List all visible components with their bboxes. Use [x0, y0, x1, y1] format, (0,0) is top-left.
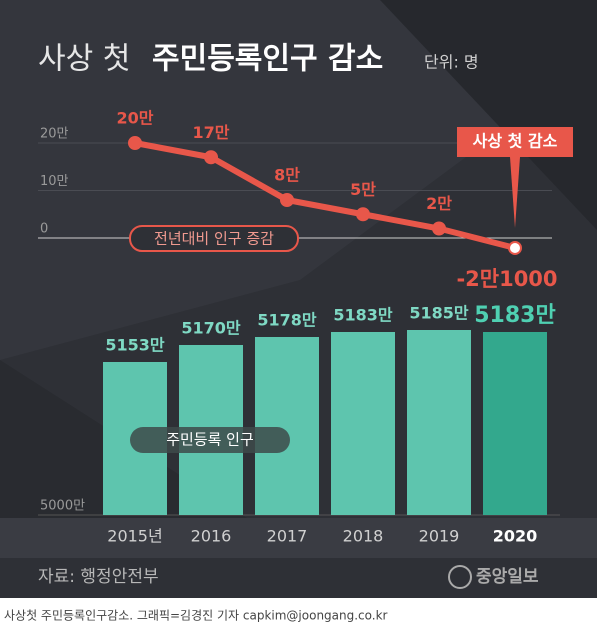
x-tick-label: 2020 [493, 527, 538, 546]
x-tick-label: 2018 [343, 527, 384, 546]
x-tick-label: 2019 [419, 527, 460, 546]
value-label: 5153만 [105, 336, 165, 355]
title-bold: 주민등록인구 감소 [152, 42, 383, 77]
value-label: 2만 [426, 194, 452, 213]
annotation: 사상 첫 감소 [473, 132, 558, 151]
value-label: 20만 [117, 109, 154, 128]
x-tick-label: 2015년 [107, 527, 162, 546]
y-tick-label: 0 [40, 222, 48, 237]
value-label: 5185만 [409, 304, 469, 323]
bar [483, 332, 547, 515]
bg-shape [380, 0, 597, 230]
y-tick-label: 20만 [40, 127, 69, 142]
point [128, 136, 142, 150]
value-label: 17만 [193, 123, 230, 142]
x-axis-band [0, 518, 597, 558]
legend-label: 주민등록 인구 [166, 431, 254, 449]
value-label: 5183만 [333, 306, 393, 325]
point [280, 193, 294, 207]
x-tick-label: 2016 [191, 527, 232, 546]
annotation-pointer [510, 157, 520, 228]
unit: 단위: 명 [424, 53, 479, 72]
y-tick-label: 5000만 [40, 499, 85, 514]
logo-icon [448, 565, 472, 589]
title-light: 사상 첫 [38, 42, 130, 77]
legend-label: 전년대비 인구 증감 [154, 230, 274, 248]
legend-box [129, 225, 299, 252]
value-label: 5183만 [474, 303, 555, 328]
x-tick-label: 2017 [267, 527, 308, 546]
point [432, 221, 446, 236]
caption: 사상첫 주민등록인구감소. 그래픽=김경진 기자 capkim@joongang… [4, 609, 388, 623]
annotation-box [457, 127, 573, 157]
line [134, 140, 516, 251]
bg-shape [0, 0, 597, 360]
value-label: 5170만 [181, 319, 241, 338]
point [356, 207, 370, 222]
bar [255, 337, 319, 515]
source: 자료: 행정안전부 [38, 567, 159, 587]
value-label: -2만1000 [456, 267, 557, 291]
logo: 중앙일보 [476, 567, 539, 587]
value-label: 8만 [274, 166, 300, 185]
value-label: 5178만 [257, 311, 317, 330]
point [508, 240, 522, 255]
legend-box [130, 427, 290, 453]
point [204, 150, 218, 165]
bar [407, 330, 471, 515]
bar [331, 332, 395, 515]
y-tick-label: 10만 [40, 174, 69, 189]
value-label: 5만 [350, 180, 376, 199]
